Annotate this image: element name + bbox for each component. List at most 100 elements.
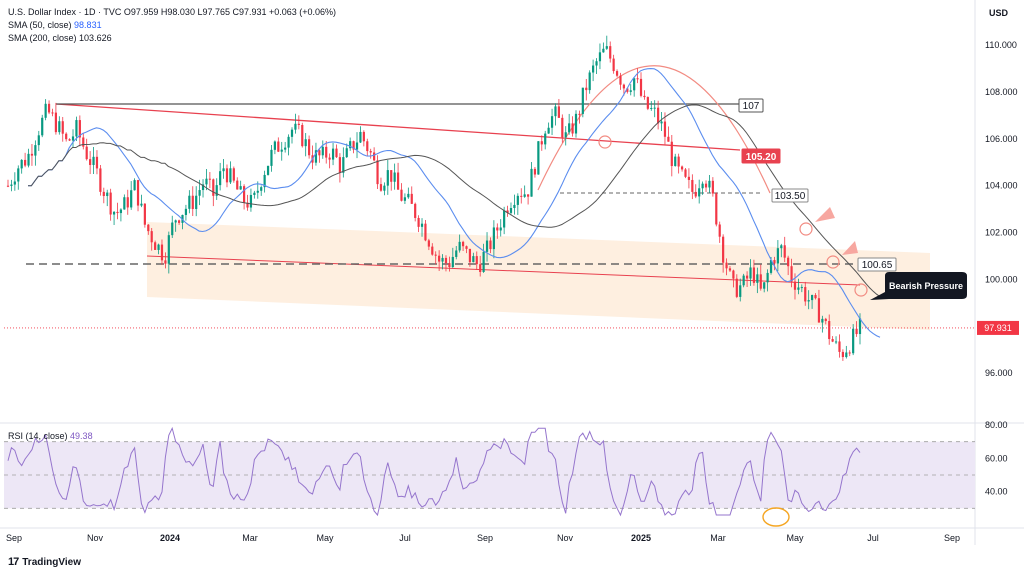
- candle-body: [568, 123, 571, 133]
- candle-body: [749, 267, 752, 279]
- candle-body: [280, 149, 283, 152]
- candle-body: [301, 124, 304, 147]
- sma200-line: [28, 104, 881, 298]
- arrow-marker-2: [842, 241, 858, 255]
- candle-body: [236, 180, 239, 190]
- highlight-circle: [826, 255, 840, 269]
- candle-body: [626, 88, 629, 92]
- brand[interactable]: 17 TradingView: [8, 556, 81, 568]
- candle-body: [41, 117, 44, 136]
- candle-body: [71, 136, 75, 141]
- candle-body: [61, 121, 64, 134]
- sma200-row[interactable]: SMA (200, close) 103.626: [8, 32, 336, 45]
- candle-body: [475, 256, 478, 265]
- candle-body: [612, 58, 615, 72]
- candle-body: [547, 127, 550, 134]
- candle-body: [578, 113, 581, 115]
- candle-body: [225, 168, 229, 183]
- rsi-tick-label: 40.00: [985, 487, 1008, 497]
- highlight-circle: [598, 135, 612, 149]
- candle-body: [184, 208, 188, 215]
- candle-body: [338, 157, 342, 173]
- candle-body: [390, 170, 393, 182]
- candle-body: [845, 352, 848, 358]
- candle-body: [691, 179, 694, 192]
- candle-body: [441, 257, 444, 262]
- candle-body: [10, 184, 13, 186]
- time-tick-label: Sep: [944, 533, 960, 543]
- candle-body: [526, 194, 530, 197]
- sma200-label: SMA (200, close): [8, 33, 77, 43]
- candle-body: [444, 257, 448, 264]
- level-label: 107: [743, 101, 760, 112]
- candle-body: [328, 157, 331, 160]
- candle-body: [407, 193, 410, 198]
- currency-label[interactable]: USD: [988, 8, 1008, 18]
- candle-body: [297, 123, 300, 125]
- candle-body: [745, 275, 749, 279]
- rsi-legend[interactable]: RSI (14, close) 49.38: [8, 431, 93, 441]
- candle-body: [325, 146, 328, 158]
- candle-body: [739, 285, 742, 297]
- candle-body: [434, 254, 437, 256]
- candle-body: [636, 78, 639, 80]
- candle-body: [355, 142, 359, 150]
- candle-body: [376, 160, 379, 185]
- candle-body: [448, 263, 451, 267]
- level-label: 105.20: [746, 152, 777, 163]
- candle-body: [848, 352, 851, 354]
- candle-body: [684, 169, 687, 177]
- candle-body: [369, 151, 372, 153]
- candle-body: [321, 146, 324, 156]
- candle-body: [386, 170, 389, 186]
- candle-body: [783, 245, 786, 258]
- candle-body: [752, 267, 756, 283]
- candle-body: [44, 103, 47, 118]
- sma50-line: [28, 68, 881, 338]
- symbol-title[interactable]: U.S. Dollar Index · 1D · TVC: [8, 7, 122, 17]
- candle-body: [414, 203, 417, 218]
- candle-body: [99, 168, 102, 192]
- tradingview-logo-icon: 17: [8, 556, 19, 568]
- candle-body: [732, 270, 735, 279]
- candle-body: [598, 52, 602, 62]
- last-price-tag: [977, 320, 1019, 335]
- candle-body: [27, 153, 30, 166]
- candle-body: [451, 256, 454, 267]
- candle-body: [663, 121, 667, 137]
- candle-body: [609, 46, 612, 59]
- candle-body: [102, 191, 105, 197]
- candle-body: [232, 168, 235, 181]
- candle-body: [852, 328, 855, 354]
- sma50-row[interactable]: SMA (50, close) 98.831: [8, 19, 336, 32]
- candle-body: [810, 295, 814, 301]
- candle-body: [759, 274, 762, 289]
- candle-body: [588, 72, 591, 91]
- candle-body: [718, 224, 721, 237]
- candle-body: [653, 107, 656, 109]
- price-tick-label: 104.000: [985, 181, 1018, 191]
- level-label-box: [771, 188, 809, 203]
- candle-body: [308, 139, 311, 156]
- sma200-value: 103.626: [79, 33, 112, 43]
- candle-body: [318, 150, 321, 156]
- candle-body: [828, 321, 831, 340]
- candle-body: [602, 48, 605, 53]
- sma50-value: 98.831: [74, 20, 102, 30]
- candle-body: [352, 141, 355, 150]
- candles: [6, 35, 862, 361]
- level-label-box: [741, 148, 781, 164]
- candle-body: [780, 245, 783, 249]
- candle-body: [78, 120, 81, 138]
- candle-body: [17, 168, 20, 182]
- candle-body: [790, 266, 793, 282]
- rsi-line: [7, 426, 861, 517]
- candle-body: [242, 186, 246, 203]
- time-tick-label: Mar: [710, 533, 726, 543]
- candle-body: [540, 141, 543, 145]
- candle-body: [294, 123, 297, 130]
- candle-body: [513, 204, 516, 209]
- candle-body: [858, 318, 862, 335]
